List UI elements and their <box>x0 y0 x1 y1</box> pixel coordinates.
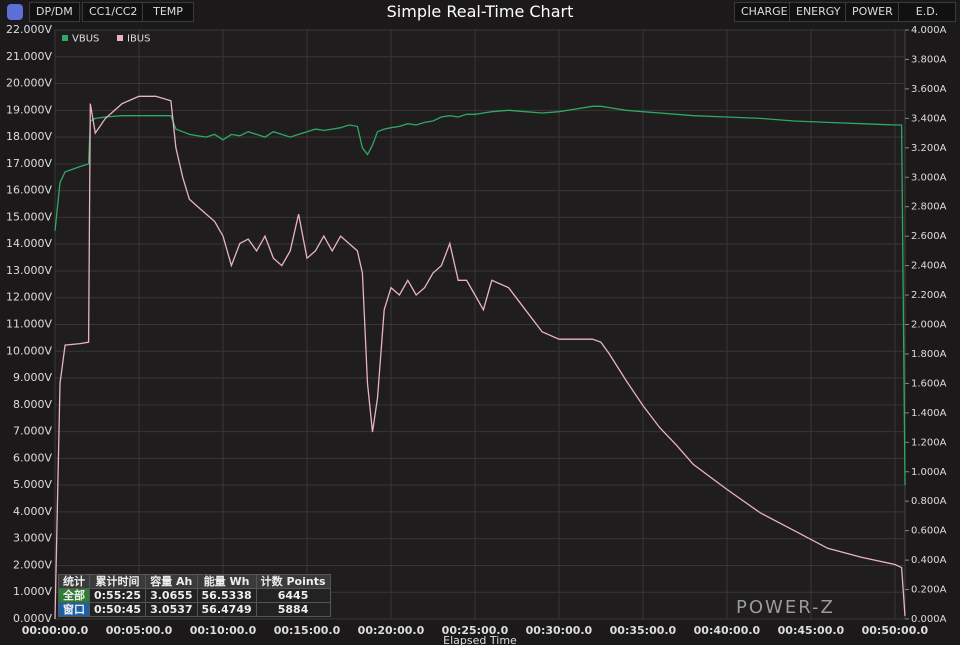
y2-tick-label: 2.000A <box>911 320 947 331</box>
stats-cell: 56.5338 <box>196 588 257 603</box>
y-tick-label: 18.000V <box>6 130 52 143</box>
x-tick-label: 00:00:00.0 <box>22 624 89 637</box>
x-tick-label: 00:20:00.0 <box>358 624 425 637</box>
y-tick-label: 4.000V <box>13 505 52 518</box>
y2-tick-label: 1.800A <box>911 349 947 360</box>
app-icon <box>7 4 23 20</box>
y-tick-label: 15.000V <box>6 210 52 223</box>
y-tick-label: 7.000V <box>13 425 52 438</box>
y2-tick-label: 4.000A <box>911 25 947 36</box>
tab-button[interactable]: DP/DM <box>29 2 80 22</box>
y-tick-label: 2.000V <box>13 558 52 571</box>
stats-row: 统计 累计时间 容量 Ah 能量 Wh 计数 Points <box>58 574 331 589</box>
y-tick-label: 1.000V <box>13 585 52 598</box>
legend-swatch <box>117 35 123 41</box>
stats-cell: 3.0655 <box>145 588 198 603</box>
tab-button[interactable]: TEMP <box>142 2 194 22</box>
stats-cell: 统计 <box>58 574 90 589</box>
y2-tick-label: 1.200A <box>911 437 947 448</box>
x-tick-label: 00:25:00.0 <box>442 624 509 637</box>
y2-tick-label: 3.200A <box>911 143 947 154</box>
x-tick-label: 00:35:00.0 <box>610 624 677 637</box>
y-tick-label: 17.000V <box>6 157 52 170</box>
y-tick-label: 19.000V <box>6 103 52 116</box>
tab-button[interactable]: E.D. <box>898 2 956 22</box>
y-tick-label: 22.000V <box>6 23 52 36</box>
y-tick-label: 11.000V <box>6 318 52 331</box>
y2-tick-label: 3.800A <box>911 54 947 65</box>
x-tick-label: 00:10:00.0 <box>190 624 257 637</box>
stats-cell: 累计时间 <box>88 574 147 589</box>
tab-button[interactable]: CC1/CC2 <box>82 2 145 22</box>
y-tick-label: 10.000V <box>6 344 52 357</box>
stats-cell: 计数 Points <box>255 574 331 589</box>
logo: POWER-Z <box>736 597 835 618</box>
x-tick-label: 00:15:00.0 <box>274 624 341 637</box>
stats-cell: 0:55:25 <box>88 588 147 603</box>
y2-tick-label: 0.600A <box>911 526 947 537</box>
stats-cell: 6445 <box>255 588 331 603</box>
stats-cell: 5884 <box>255 602 331 617</box>
stats-row: 窗口 0:50:45 3.0537 56.4749 5884 <box>58 602 331 617</box>
stats-cell: 3.0537 <box>145 602 198 617</box>
y2-tick-label: 2.400A <box>911 261 947 272</box>
x-tick-label: 00:45:00.0 <box>778 624 845 637</box>
y2-tick-label: 1.400A <box>911 408 947 419</box>
y-tick-label: 12.000V <box>6 291 52 304</box>
y-tick-label: 3.000V <box>13 532 52 545</box>
y-tick-label: 9.000V <box>13 371 52 384</box>
y2-tick-label: 3.000A <box>911 172 947 183</box>
tab-button[interactable]: CHARGE <box>734 2 795 22</box>
y2-tick-label: 0.800A <box>911 496 947 507</box>
tab-button[interactable]: ENERGY <box>789 2 848 22</box>
y2-tick-label: 3.600A <box>911 84 947 95</box>
y-tick-label: 16.000V <box>6 184 52 197</box>
y2-tick-label: 1.600A <box>911 378 947 389</box>
series-line <box>54 95 906 620</box>
x-axis-label: Elapsed Time <box>443 634 517 645</box>
x-tick-label: 00:30:00.0 <box>526 624 593 637</box>
legend-label: VBUS <box>72 34 99 45</box>
y-tick-label: 13.000V <box>6 264 52 277</box>
stats-cell: 能量 Wh <box>196 574 257 589</box>
y-tick-label: 14.000V <box>6 237 52 250</box>
x-tick-label: 00:40:00.0 <box>694 624 761 637</box>
stats-table: 统计 累计时间 容量 Ah 能量 Wh 计数 Points 全部 0:55:25 3.0655… <box>58 574 331 617</box>
y2-tick-label: 2.800A <box>911 202 947 213</box>
stats-row: 全部 0:55:25 3.0655 56.5338 6445 <box>58 588 331 603</box>
y-tick-label: 21.000V <box>6 50 52 63</box>
y2-tick-label: 3.400A <box>911 113 947 124</box>
stats-cell: 容量 Ah <box>145 574 198 589</box>
y2-tick-label: 2.600A <box>911 231 947 242</box>
y2-tick-label: 2.200A <box>911 290 947 301</box>
y-tick-label: 6.000V <box>13 451 52 464</box>
stats-cell: 0:50:45 <box>88 602 147 617</box>
stats-cell: 56.4749 <box>196 602 257 617</box>
y2-tick-label: 0.200A <box>911 585 947 596</box>
x-tick-label: 00:05:00.0 <box>106 624 173 637</box>
y-tick-label: 0.000V <box>13 612 52 625</box>
stats-cell: 窗口 <box>58 602 90 617</box>
y-tick-label: 20.000V <box>6 77 52 90</box>
x-tick-label: 00:50:00.0 <box>862 624 929 637</box>
y-tick-label: 8.000V <box>13 398 52 411</box>
legend-swatch <box>62 35 68 41</box>
y2-tick-label: 0.400A <box>911 555 947 566</box>
legend-label: IBUS <box>127 34 150 45</box>
chart-title: Simple Real-Time Chart <box>386 2 574 21</box>
y2-tick-label: 0.000A <box>911 614 947 625</box>
y-tick-label: 5.000V <box>13 478 52 491</box>
series-line <box>54 105 906 486</box>
tab-button[interactable]: POWER <box>845 2 900 22</box>
y2-tick-label: 1.000A <box>911 467 947 478</box>
stats-cell: 全部 <box>58 588 90 603</box>
